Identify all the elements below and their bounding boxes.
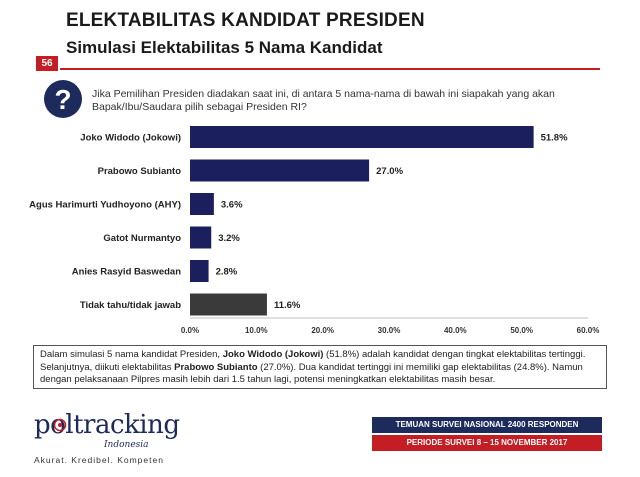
logo-subtext: Indonesia bbox=[104, 440, 149, 450]
summary-text-3: (27.0%). Dua kandidat tertinggi ini memi… bbox=[40, 361, 583, 386]
x-tick-label: 0.0% bbox=[181, 326, 199, 335]
survey-question: Jika Pemilihan Presiden diadakan saat in… bbox=[92, 88, 555, 113]
category-label: Gatot Nurmantyo bbox=[103, 233, 181, 244]
summary-text-1: Dalam simulasi 5 nama kandidat Presiden, bbox=[40, 349, 223, 360]
period-banner: PERIODE SURVEI 8 – 15 NOVEMBER 2017 bbox=[372, 435, 602, 451]
question-mark-icon: ? bbox=[44, 80, 82, 118]
logo-mark-icon bbox=[53, 418, 67, 432]
data-label: 3.2% bbox=[218, 233, 240, 244]
bar bbox=[190, 260, 209, 282]
x-tick-label: 60.0% bbox=[577, 326, 600, 335]
page-title: ELEKTABILITAS KANDIDAT PRESIDEN bbox=[66, 10, 425, 31]
summary-text-2: (51.8%) adalah kandidat dengan tingkat e… bbox=[40, 349, 586, 373]
summary-highlight-prabowo: Prabowo Subianto bbox=[174, 361, 258, 373]
data-label: 27.0% bbox=[376, 166, 403, 177]
data-label: 2.8% bbox=[216, 267, 238, 278]
survey-banner: TEMUAN SURVEI NASIONAL 2400 RESPONDEN bbox=[372, 417, 602, 433]
page-number-badge: 56 bbox=[36, 56, 58, 71]
page-subtitle: Simulasi Elektabilitas 5 Nama Kandidat bbox=[66, 38, 383, 57]
bar-chart: Joko Widodo (Jokowi) Prabowo Subianto Agus… bbox=[29, 126, 600, 335]
category-label: Tidak tahu/tidak jawab bbox=[80, 300, 181, 311]
data-label: 11.6% bbox=[274, 300, 301, 311]
x-tick-label: 10.0% bbox=[245, 326, 268, 335]
bar bbox=[190, 159, 370, 182]
summary-highlight-jokowi: Joko Widodo (Jokowi) bbox=[222, 349, 324, 360]
bar bbox=[190, 126, 534, 148]
bar bbox=[190, 226, 212, 249]
category-label: Prabowo Subianto bbox=[98, 166, 182, 177]
data-label: 3.6% bbox=[221, 200, 243, 211]
poltracking-logo: poltracking Indonesia bbox=[34, 410, 180, 450]
data-label: 51.8% bbox=[541, 133, 568, 144]
summary-box: Dalam simulasi 5 nama kandidat Presiden,… bbox=[33, 345, 607, 389]
x-tick-label: 40.0% bbox=[444, 326, 467, 335]
x-tick-label: 30.0% bbox=[378, 326, 401, 335]
x-tick-label: 20.0% bbox=[311, 326, 334, 335]
category-label: Agus Harimurti Yudhoyono (AHY) bbox=[29, 200, 181, 211]
header-divider bbox=[60, 68, 600, 70]
x-tick-label: 50.0% bbox=[510, 326, 533, 335]
tagline: Akurat. Kredibel. Kompeten bbox=[34, 455, 164, 465]
bar bbox=[190, 293, 267, 316]
svg-text:?: ? bbox=[54, 84, 71, 115]
category-label: Joko Widodo (Jokowi) bbox=[80, 133, 181, 144]
bar bbox=[190, 193, 214, 215]
category-label: Anies Rasyid Baswedan bbox=[72, 267, 181, 278]
